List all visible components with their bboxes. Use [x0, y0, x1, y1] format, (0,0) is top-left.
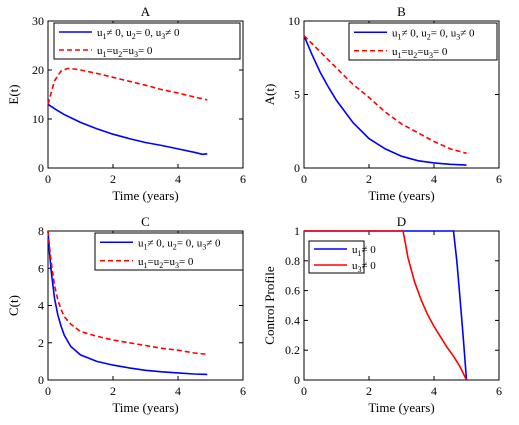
x-tick-label: 0 — [301, 172, 307, 186]
x-tick-label: 2 — [366, 384, 372, 398]
legend-label-1: u1≠ 0, u2= 0, u3≠ 0 — [97, 27, 180, 41]
panel-title: A — [141, 4, 151, 19]
x-tick-label: 4 — [431, 172, 437, 186]
x-tick-label: 2 — [110, 172, 116, 186]
y-tick-label: 0 — [294, 373, 300, 387]
y-tick-label: 10 — [288, 14, 300, 28]
y-tick-label: 10 — [32, 112, 44, 126]
x-tick-label: 6 — [496, 384, 502, 398]
series-line-2 — [304, 230, 468, 381]
x-tick-label: 6 — [240, 172, 246, 186]
x-axis-label: Time (years) — [368, 188, 434, 203]
legend: u1≠ 0 u3≠ 0 — [308, 240, 376, 274]
y-tick-label: 0.2 — [285, 343, 300, 357]
series-line-2 — [47, 67, 208, 105]
legend-box — [94, 232, 244, 271]
y-tick-label: 20 — [32, 63, 44, 77]
legend-label-2: u3≠ 0 — [352, 260, 376, 274]
x-axis-label: Time (years) — [112, 400, 178, 415]
y-tick-label: 0.8 — [285, 254, 300, 268]
x-axis-label: Time (years) — [112, 188, 178, 203]
x-tick-label: 0 — [301, 384, 307, 398]
legend-label-1: u1≠ 0, u2= 0, u3≠ 0 — [138, 237, 221, 251]
y-axis-label: Control Profile — [262, 266, 277, 345]
series-line-1 — [303, 35, 467, 166]
panel-C: C 0 2 4 6 0 2 4 6 8 Time (years) C(t) u1≠ 0, u2= 0, … — [6, 214, 246, 415]
legend: u1≠ 0, u2= 0, u3≠ 0 u1=u2=u3= 0 — [348, 22, 498, 61]
panel-title: C — [141, 214, 150, 229]
y-tick-label: 30 — [32, 14, 44, 28]
panel-D: D 0 2 4 6 0 0.2 0.4 0.6 0.8 1 Time (years) Control P… — [262, 214, 502, 415]
panel-title: D — [397, 214, 406, 229]
y-tick-label: 0 — [294, 161, 300, 175]
x-tick-label: 4 — [175, 172, 181, 186]
x-tick-label: 6 — [240, 384, 246, 398]
y-tick-label: 0.6 — [285, 284, 300, 298]
y-tick-label: 4 — [38, 299, 44, 313]
y-axis-label: C(t) — [6, 295, 21, 316]
x-tick-label: 6 — [496, 172, 502, 186]
y-tick-label: 2 — [38, 336, 44, 350]
y-tick-label: 5 — [294, 88, 300, 102]
y-tick-label: 0 — [38, 161, 44, 175]
y-axis-label: A(t) — [262, 84, 277, 106]
x-axis-label: Time (years) — [368, 400, 434, 415]
x-tick-label: 4 — [431, 384, 437, 398]
legend: u1≠ 0, u2= 0, u3≠ 0 u1=u2=u3= 0 — [53, 22, 241, 60]
legend-box — [308, 240, 365, 274]
y-axis-label: E(t) — [6, 84, 21, 104]
legend-box — [53, 22, 241, 60]
y-tick-label: 6 — [38, 261, 44, 275]
legend-label-2: u1=u2=u3= 0 — [97, 45, 153, 59]
panel-B: B 0 2 4 6 0 5 10 Time (years) A(t) u1≠ 0, u2= 0, u… — [262, 4, 502, 203]
panel-A: A 0 2 4 6 0 10 20 30 Time (years) E(t) u1≠ 0, u2= 0… — [6, 4, 246, 203]
y-tick-label: 8 — [38, 224, 44, 238]
y-tick-label: 0.4 — [285, 313, 300, 327]
legend-label-1: u1≠ 0 — [352, 244, 376, 258]
legend-box — [348, 22, 498, 61]
x-tick-label: 0 — [45, 384, 51, 398]
x-tick-label: 0 — [45, 172, 51, 186]
legend-label-2: u1=u2=u3= 0 — [138, 256, 194, 270]
x-tick-label: 4 — [175, 384, 181, 398]
panel-title: B — [397, 4, 406, 19]
legend: u1≠ 0, u2= 0, u3≠ 0 u1=u2=u3= 0 — [94, 232, 244, 271]
series-line-1 — [47, 230, 208, 376]
x-tick-label: 2 — [110, 384, 116, 398]
legend-label-1: u1≠ 0, u2= 0, u3≠ 0 — [392, 27, 475, 41]
series-line-1 — [304, 230, 468, 381]
series-line-1 — [47, 103, 208, 156]
legend-label-2: u1=u2=u3= 0 — [392, 46, 448, 60]
y-tick-label: 1 — [294, 224, 300, 238]
x-tick-label: 2 — [366, 172, 372, 186]
y-tick-label: 0 — [38, 373, 44, 387]
